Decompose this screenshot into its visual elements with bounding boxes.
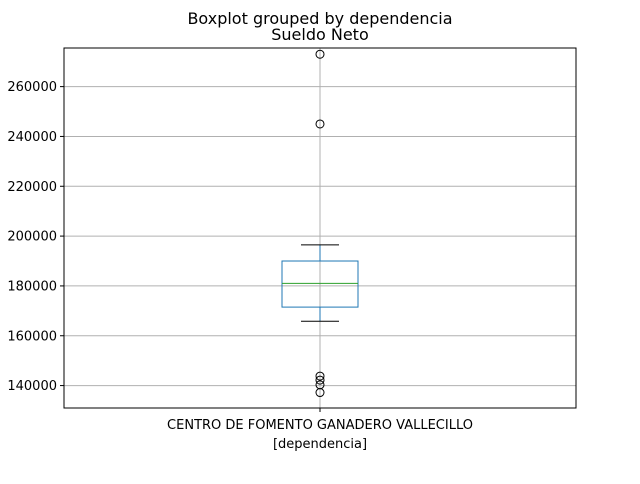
iqr-box xyxy=(281,260,359,308)
chart-suptitle: Boxplot grouped by dependencia xyxy=(187,9,452,28)
outlier-point xyxy=(315,375,325,385)
outlier-point xyxy=(315,388,325,398)
x-axis-label: [dependencia] xyxy=(273,437,367,452)
y-tick-label: 140000 xyxy=(7,379,57,394)
y-tick-label: 180000 xyxy=(7,279,57,294)
outlier-point xyxy=(315,119,325,129)
axis-layer: 140000 160000 180000 200000 220000 240000 2600… xyxy=(7,80,473,433)
outlier-point xyxy=(315,371,325,381)
data-layer xyxy=(281,49,359,398)
y-tick-label: 220000 xyxy=(7,180,57,195)
chart-title: Sueldo Neto xyxy=(271,25,369,44)
grid-layer xyxy=(64,48,576,408)
outlier-point xyxy=(315,49,325,59)
x-tick-label: CENTRO DE FOMENTO GANADERO VALLECILLO xyxy=(167,418,473,433)
y-tick-label: 200000 xyxy=(7,230,57,245)
y-tick-label: 160000 xyxy=(7,329,57,344)
y-tick-label: 240000 xyxy=(7,130,57,145)
y-tick-label: 260000 xyxy=(7,80,57,95)
